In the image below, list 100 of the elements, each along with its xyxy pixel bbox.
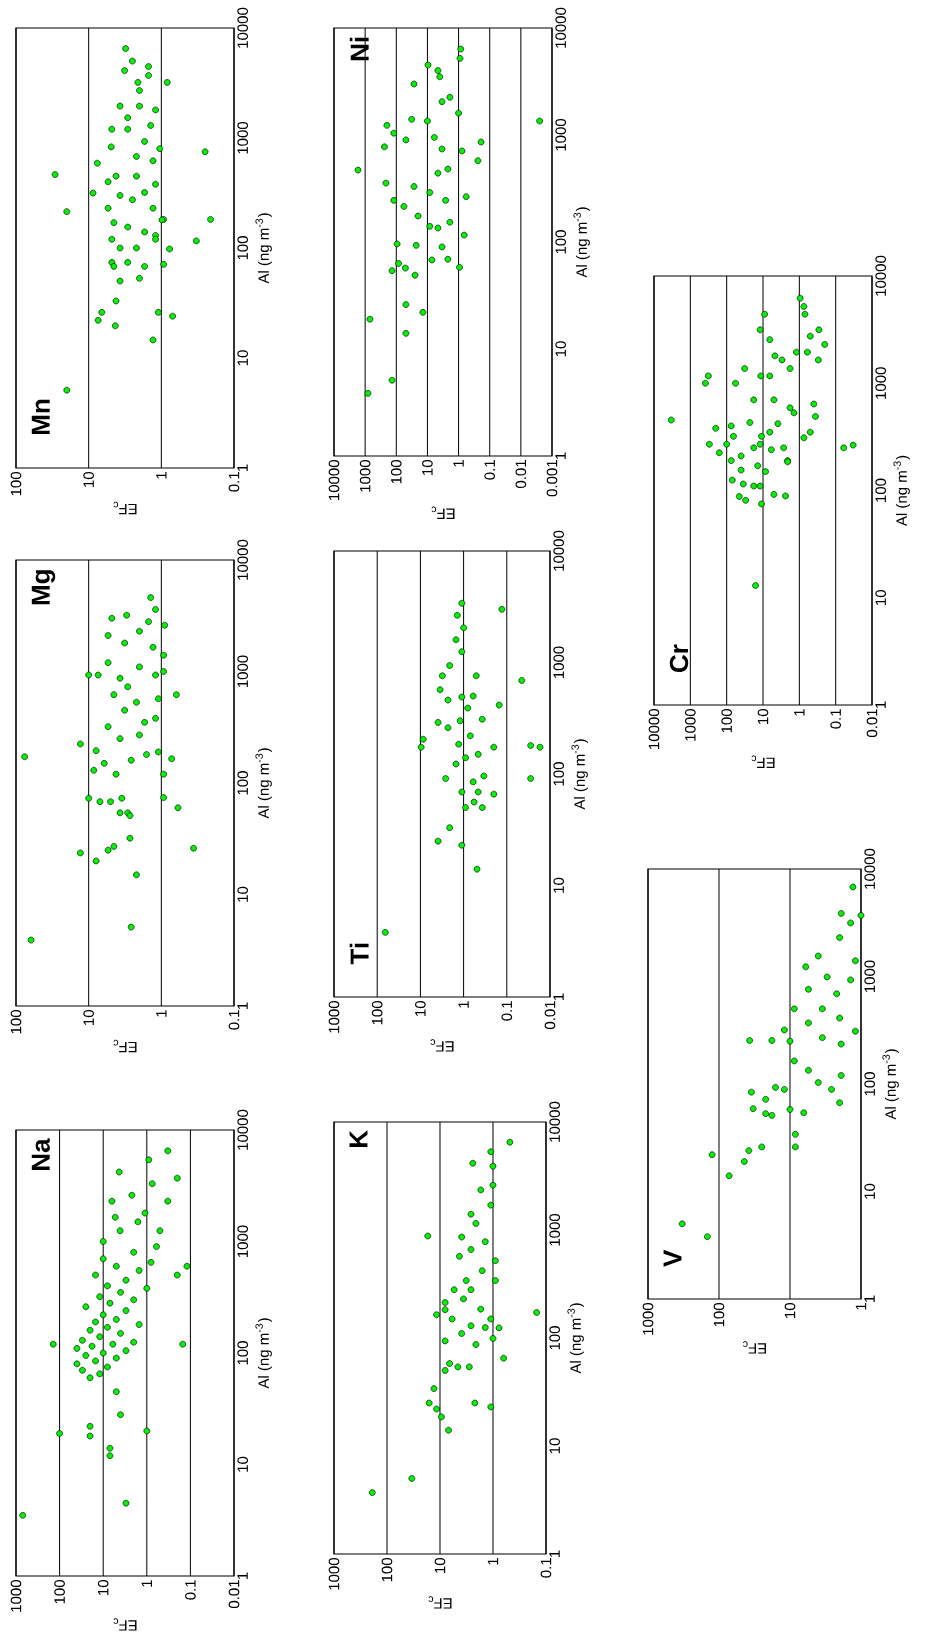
chart-title: K — [349, 1130, 368, 1148]
y-axis-title: Al (ng m$^{-3}$) — [255, 1318, 272, 1389]
y-tick-label: 1 — [864, 1295, 875, 1303]
y-axis-title: Al (ng m$^{-3}$) — [893, 455, 910, 527]
y-tick-label: 100 — [237, 1341, 249, 1365]
y-tick-label: 10000 — [553, 530, 565, 571]
y-tick-label: 1000 — [864, 960, 876, 993]
x-tick-label: 10 — [83, 1010, 94, 1025]
y-tick-label: 1000 — [237, 655, 249, 688]
y-tick-label: 10000 — [549, 1101, 561, 1142]
y-tick-label: 10000 — [237, 7, 249, 48]
y-axis-title: Al (ng m$^{-3}$) — [571, 739, 588, 810]
y-tick-label: 1000 — [555, 118, 567, 151]
chart-title: Na — [31, 1138, 50, 1170]
x-tick-label: 0.1 — [185, 1580, 196, 1600]
y-tick-label: 10 — [553, 877, 565, 893]
chart-title: Ni — [349, 37, 369, 61]
y-tick-label: 1000 — [237, 1225, 249, 1258]
y-tick-label: 1000 — [553, 646, 565, 679]
y-tick-label: 10 — [864, 1183, 876, 1199]
x-tick-label: 0.1 — [228, 1010, 240, 1030]
x-tick-label: 0.01 — [544, 1001, 556, 1030]
y-axis-title: Al (ng m$^{-3}$) — [567, 1303, 584, 1374]
text: Ti — [349, 943, 369, 965]
y-tick-label: 1 — [875, 701, 886, 709]
y-tick-label: 100 — [553, 762, 565, 786]
x-tick-label: 1000 — [685, 709, 696, 741]
x-tick-label: 1000 — [642, 1302, 654, 1335]
x-tick-label: 100 — [390, 459, 402, 484]
text: V — [663, 1249, 682, 1267]
y-axis-title: Al (ng m$^{-3}$) — [255, 213, 272, 284]
x-axis-title: EF$_{c}$ — [431, 506, 455, 519]
y-tick-label: 10000 — [555, 7, 567, 48]
y-tick-label: 1 — [555, 452, 566, 460]
x-tick-label: 1 — [794, 709, 805, 716]
x-tick-label: 10 — [434, 1557, 446, 1573]
x-tick-label: 0.01 — [866, 709, 878, 738]
y-tick-label: 1000 — [875, 367, 887, 399]
text: Mn — [31, 399, 50, 434]
y-axis-title: Al (ng m$^{-3}$) — [882, 1049, 899, 1120]
x-tick-label: 0.01 — [515, 460, 527, 488]
y-tick-label: 1 — [553, 993, 564, 1001]
y-tick-label: 10 — [237, 350, 249, 366]
x-axis-title: EF$_{c}$ — [430, 1039, 454, 1052]
y-tick-label: 100 — [864, 1072, 876, 1096]
x-tick-label: 100 — [10, 471, 22, 496]
x-axis-title: EF$_{c}$ — [428, 1596, 452, 1609]
y-axis-title: Al (ng m$^{-3}$) — [573, 207, 590, 278]
x-tick-label: 10 — [757, 709, 769, 724]
y-tick-label: 10 — [237, 1456, 249, 1472]
x-axis-title: EF$_{c}$ — [113, 1618, 137, 1631]
x-tick-label: 10 — [415, 1001, 426, 1016]
y-tick-label: 1000 — [549, 1213, 561, 1246]
x-tick-label: 10 — [83, 471, 94, 487]
y-tick-label: 10 — [237, 886, 249, 902]
x-tick-label: 1 — [458, 1001, 469, 1008]
y-tick-label: 10000 — [875, 255, 887, 296]
x-tick-label: 1 — [487, 1558, 499, 1565]
x-tick-label: 10 — [422, 459, 433, 475]
x-tick-label: 10000 — [648, 709, 660, 749]
x-axis-title: EF$_{c}$ — [743, 1341, 766, 1354]
x-tick-label: 1000 — [328, 1001, 340, 1033]
y-tick-label: 100 — [237, 771, 249, 795]
x-tick-label: 100 — [371, 1001, 383, 1025]
x-tick-label: 100 — [10, 1010, 22, 1034]
x-tick-label: 1 — [156, 472, 167, 479]
x-tick-label: 10 — [784, 1302, 796, 1318]
x-tick-label: 0.1 — [484, 460, 496, 480]
x-tick-label: 10 — [97, 1580, 109, 1595]
x-tick-label: 1000 — [328, 1557, 340, 1590]
text: Cr — [669, 644, 689, 673]
x-tick-label: 0.1 — [830, 709, 841, 729]
y-tick-label: 1 — [549, 1550, 560, 1558]
x-tick-label: 0.1 — [540, 1558, 552, 1578]
x-tick-label: 1 — [855, 1303, 867, 1310]
x-axis-title: EF$_{c}$ — [113, 1039, 137, 1053]
x-tick-label: 100 — [721, 709, 732, 733]
x-axis-title: EF$_{c}$ — [751, 755, 775, 768]
x-tick-label: 100 — [54, 1580, 65, 1604]
x-tick-label: 0.001 — [546, 460, 558, 497]
x-tick-label: 100 — [381, 1557, 393, 1582]
x-tick-label: 1 — [141, 1580, 152, 1587]
y-tick-label: 10000 — [864, 848, 876, 889]
x-tick-label: 0.01 — [228, 1580, 240, 1609]
x-tick-label: 0.1 — [228, 472, 240, 492]
x-tick-label: 1000 — [359, 460, 371, 492]
text: Mg — [31, 570, 56, 605]
y-tick-label: 10 — [555, 341, 567, 357]
y-tick-label: 10 — [875, 590, 887, 605]
x-tick-label: 1 — [156, 1010, 167, 1017]
x-axis-title: EF$_{c}$ — [113, 501, 137, 515]
y-tick-label: 100 — [549, 1326, 561, 1350]
y-tick-label: 10 — [549, 1438, 561, 1454]
y-tick-label: 1000 — [237, 121, 249, 154]
x-tick-label: 1000 — [10, 1580, 22, 1612]
y-tick-label: 10000 — [237, 539, 249, 580]
y-tick-label: 100 — [555, 230, 567, 254]
x-tick-label: 10000 — [328, 460, 340, 500]
y-tick-label: 10000 — [237, 1109, 249, 1150]
y-axis-title: Al (ng m$^{-3}$) — [255, 748, 272, 819]
